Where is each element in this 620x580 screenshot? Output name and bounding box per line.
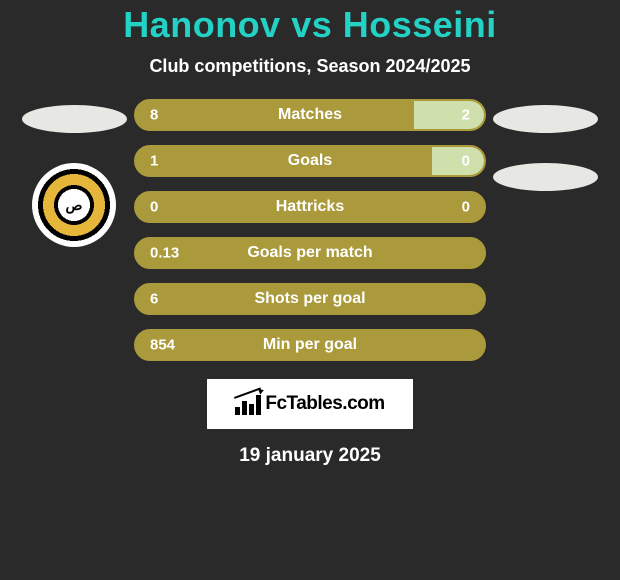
player-photo-placeholder-left [22, 105, 127, 133]
stat-label: Goals [136, 152, 484, 170]
player-photo-placeholder-right [493, 105, 598, 133]
brand-chart-icon [235, 393, 261, 415]
stat-bar: 10Goals [134, 145, 486, 177]
brand-text: FcTables.com [265, 393, 384, 415]
page-title: Hanonov vs Hosseini [123, 4, 497, 46]
stat-bar: 82Matches [134, 99, 486, 131]
club-logo-left: ص [32, 163, 116, 247]
page-subtitle: Club competitions, Season 2024/2025 [149, 56, 470, 77]
snapshot-date: 19 january 2025 [239, 445, 381, 467]
stats-bars: 82Matches 10Goals 00Hattricks 0.13Goals per… [134, 99, 486, 361]
right-player-column [486, 99, 606, 191]
stat-label: Shots per goal [136, 290, 484, 308]
left-player-column: ص [14, 99, 134, 247]
stat-bar: 854Min per goal [134, 329, 486, 361]
club-logo-placeholder-right [493, 163, 598, 191]
stat-label: Min per goal [136, 336, 484, 354]
stat-bar: 6Shots per goal [134, 283, 486, 315]
main-row: ص 82Matches 10Goals 00Hattricks 0.13Goals p… [0, 99, 620, 361]
club-logo-glyph: ص [66, 197, 83, 214]
comparison-infographic: Hanonov vs Hosseini Club competitions, S… [0, 0, 620, 580]
stat-label: Matches [136, 106, 484, 124]
brand-badge: FcTables.com [207, 379, 413, 429]
stat-bar: 0.13Goals per match [134, 237, 486, 269]
stat-bar: 00Hattricks [134, 191, 486, 223]
stat-label: Hattricks [136, 198, 484, 216]
stat-label: Goals per match [136, 244, 484, 262]
